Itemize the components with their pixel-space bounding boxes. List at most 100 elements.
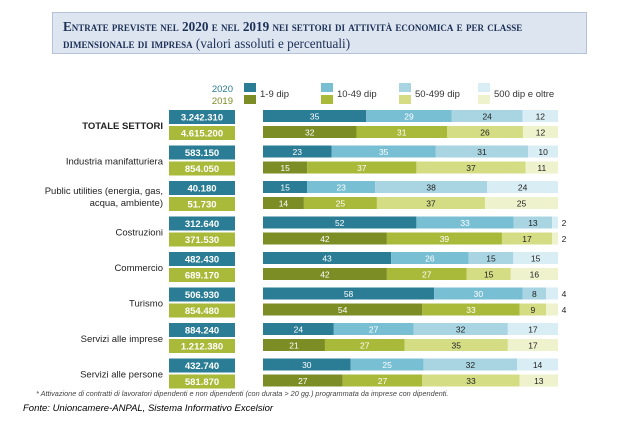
bar-segment-2019	[263, 197, 304, 209]
bar-segment-2019	[546, 303, 558, 316]
bar-segment-2019	[519, 303, 547, 316]
bar-segment-2019	[263, 161, 308, 174]
source-note: Fonte: Unioncamere-ANPAL, Sistema Inform…	[23, 403, 274, 414]
legend-swatch-2019-1	[244, 95, 256, 104]
bar-segment-2019	[466, 268, 511, 280]
bar-value-label-2020: 24	[482, 111, 492, 121]
legend-swatch-2020-4	[478, 83, 490, 92]
total-2019-value: 371.530	[185, 235, 219, 246]
total-2019-value: 854.480	[185, 306, 219, 317]
bar-value-label-2019: 39	[440, 234, 450, 244]
bar-segment-2020	[517, 358, 558, 371]
chart-subtitle: (valori assoluti e percentuali)	[195, 36, 351, 51]
bar-value-label-2020: 58	[344, 289, 354, 299]
bar-segment-2020	[522, 110, 558, 122]
bar-value-label-2020: 29	[404, 111, 414, 121]
total-2020-box	[169, 287, 235, 302]
total-2020-value: 40.180	[187, 184, 216, 195]
bar-value-label-2020: 27	[369, 324, 379, 334]
bar-segment-2020	[331, 145, 436, 158]
bar-segment-2019	[416, 161, 526, 174]
bar-value-label-2019: 42	[320, 269, 330, 279]
bar-segment-2019	[447, 126, 523, 138]
bar-value-label-2019: 54	[338, 305, 348, 315]
total-2020-value: 312.640	[185, 219, 219, 230]
bar-value-label-2019: 35	[451, 340, 461, 350]
bar-segment-2019	[522, 126, 558, 138]
bar-value-label-2019: 42	[320, 234, 330, 244]
bar-value-label-2019: 11	[537, 163, 546, 173]
bar-segment-2020	[435, 145, 529, 158]
category-label: Servizi alle persone	[80, 370, 163, 381]
bar-segment-2020	[416, 216, 514, 229]
bar-value-label-2020: 13	[528, 218, 538, 228]
bar-segment-2019	[484, 197, 558, 209]
bar-value-label-2020: 4	[562, 289, 567, 299]
total-2020-value: 432.740	[185, 361, 219, 372]
bar-value-label-2019: 33	[466, 305, 476, 315]
bar-value-label-2020: 25	[382, 360, 392, 370]
bar-value-label-2019: 37	[466, 163, 476, 173]
total-2019-box	[169, 197, 235, 211]
legend-label-4: 500 dip e oltre	[494, 89, 554, 100]
bar-value-label-2020: 32	[466, 360, 476, 370]
bar-segment-2020	[451, 110, 523, 122]
bar-segment-2020	[468, 252, 514, 264]
bar-segment-2020	[333, 323, 414, 335]
total-2020-box	[169, 216, 235, 231]
total-2020-value: 583.150	[185, 148, 219, 159]
bar-segment-2020	[507, 323, 558, 335]
bar-value-label-2019: 25	[336, 198, 346, 208]
legend-swatch-2020-3	[399, 83, 411, 92]
total-2020-value: 506.930	[185, 290, 219, 301]
category-label: Turismo	[129, 299, 163, 310]
bar-value-label-2019: 32	[305, 127, 315, 137]
bar-segment-2020	[513, 252, 558, 264]
total-2020-box	[169, 358, 235, 373]
bar-segment-2019	[263, 268, 387, 280]
bar-value-label-2019: 16	[530, 269, 540, 279]
legend-swatch-2019-2	[321, 95, 333, 104]
bar-value-label-2019: 37	[357, 163, 367, 173]
bar-value-label-2020: 31	[477, 147, 487, 157]
bar-segment-2019	[303, 197, 377, 209]
bar-value-label-2019: 4	[562, 305, 567, 315]
footnote: * Attivazione di contratti di lavoratori…	[36, 389, 449, 398]
bar-segment-2019	[404, 339, 508, 351]
bar-value-label-2019: 21	[289, 340, 299, 350]
bar-value-label-2020: 23	[336, 182, 346, 192]
bar-segment-2019	[263, 303, 423, 316]
total-2019-value: 4.615.200	[181, 129, 223, 140]
bar-value-label-2020: 24	[518, 182, 528, 192]
total-2020-box	[169, 252, 235, 266]
bar-segment-2019	[422, 303, 520, 316]
bar-value-label-2020: 26	[425, 253, 435, 263]
bar-segment-2019	[376, 197, 485, 209]
bar-segment-2020	[513, 216, 553, 229]
bar-value-label-2020: 8	[532, 289, 537, 299]
bar-value-label-2019: 13	[534, 376, 544, 386]
bar-value-label-2020: 52	[335, 218, 345, 228]
bar-segment-2019	[501, 232, 553, 245]
total-2019-value: 689.170	[185, 271, 219, 282]
bar-value-label-2020: 32	[456, 324, 466, 334]
bar-segment-2020	[423, 358, 518, 371]
bar-value-label-2019: 25	[517, 198, 527, 208]
category-label: Costruzioni	[115, 228, 163, 239]
total-2019-box	[169, 374, 235, 389]
chart-title: Entrate previste nel 2020 e nel 2019 nei…	[63, 19, 523, 51]
bar-value-label-2019: 27	[422, 269, 432, 279]
category-label: Servizi alle imprese	[81, 334, 163, 345]
total-2019-box	[169, 339, 235, 353]
bar-value-label-2020: 30	[474, 289, 484, 299]
bar-segment-2020	[522, 287, 547, 300]
bar-segment-2019	[324, 339, 405, 351]
bar-value-label-2020: 10	[538, 147, 548, 157]
bar-value-label-2020: 33	[460, 218, 470, 228]
legend-label-3: 50-499 dip	[415, 89, 460, 100]
total-2019-value: 581.870	[185, 377, 219, 388]
legend-swatch-2019-3	[399, 95, 411, 104]
legend-label-1: 1-9 dip	[260, 89, 289, 100]
total-2019-box	[169, 232, 235, 247]
bar-segment-2019	[552, 232, 558, 245]
